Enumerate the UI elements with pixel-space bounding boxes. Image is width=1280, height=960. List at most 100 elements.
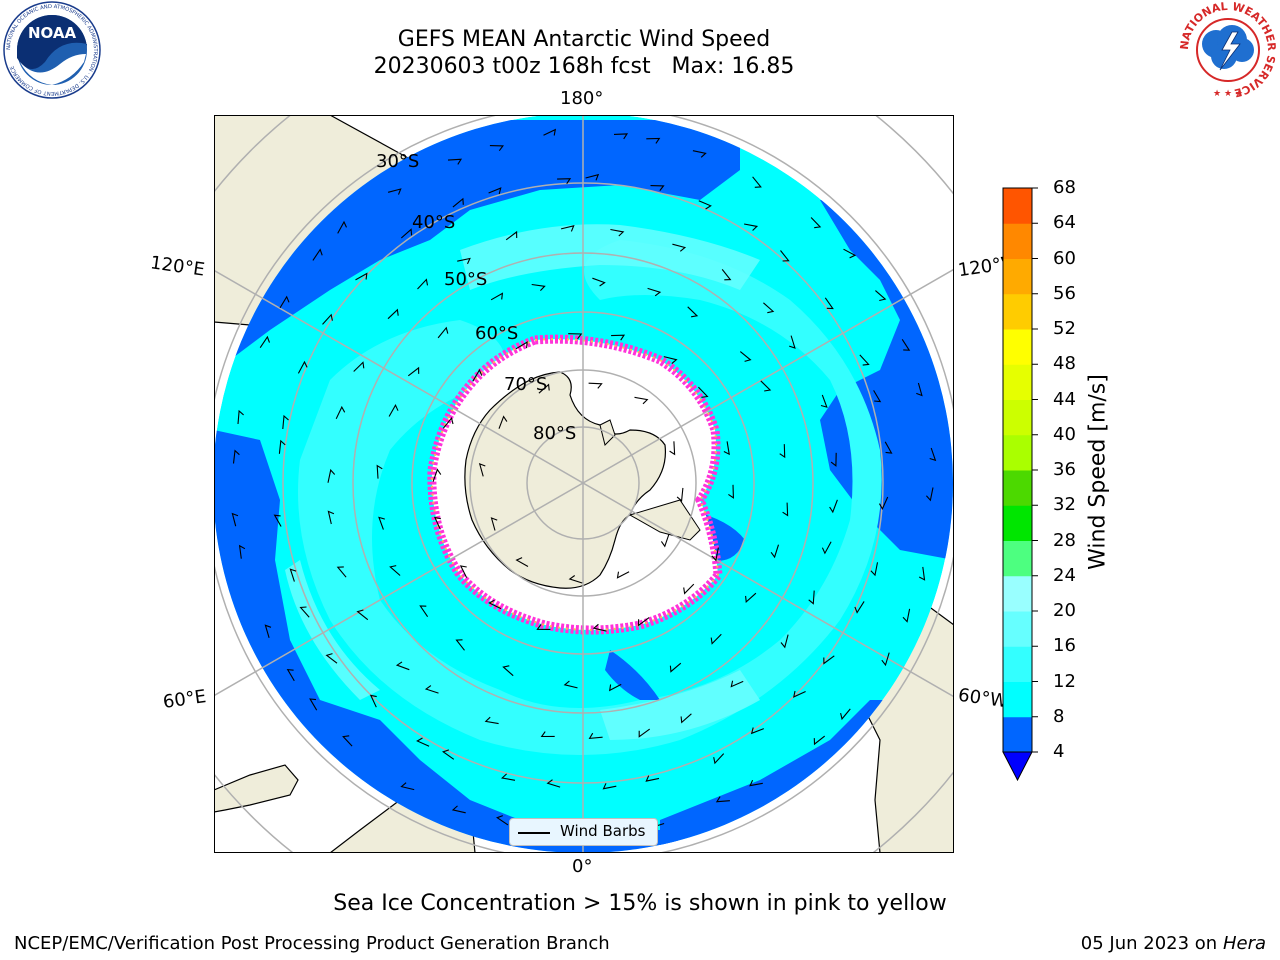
colorbar-segment [1003, 293, 1032, 330]
colorbar-tick-label: 36 [1053, 459, 1076, 480]
wind-barb [543, 128, 557, 136]
wind-barb-legend-line [518, 832, 550, 834]
colorbar-segment [1003, 399, 1032, 436]
wind-barb [424, 685, 439, 694]
wind-barb [713, 753, 725, 765]
legend-label: Wind Barbs [560, 822, 646, 840]
wind-barb [743, 223, 759, 231]
wind-barb [647, 287, 662, 297]
colorbar-segment [1003, 716, 1032, 753]
colorbar-tick-label: 44 [1053, 388, 1076, 410]
wind-barb [779, 444, 786, 459]
wind-barb [441, 749, 455, 760]
wind-barb [387, 188, 402, 195]
wind-barb [536, 624, 551, 630]
wind-barb [929, 447, 937, 462]
wind-barb [515, 341, 528, 350]
wind-barb [279, 295, 290, 309]
wind-barb [472, 368, 483, 382]
wind-barb [309, 698, 318, 711]
wind-barb [592, 623, 607, 632]
colorbar-tick-label: 64 [1053, 212, 1076, 234]
noaa-logo-text: NOAA [28, 24, 77, 42]
wind-barb [388, 403, 399, 417]
wind-barb [676, 487, 684, 502]
wind-barb [312, 248, 323, 261]
wind-barb [711, 547, 719, 562]
colorbar-tick-label: 68 [1053, 177, 1076, 198]
colorbar-segment [1003, 223, 1032, 259]
footer-date-text: 05 Jun 2023 on [1080, 933, 1218, 954]
wind-barb [710, 633, 722, 645]
wind-barb [546, 779, 561, 788]
footer-credit: NCEP/EMC/Verification Post Processing Pr… [14, 933, 610, 954]
wind-barb [730, 680, 744, 688]
wind-barb [568, 575, 583, 584]
wind-barb [592, 277, 606, 287]
wind-barb [457, 257, 471, 265]
wind-barb [356, 609, 369, 621]
colorbar-tick-label: 60 [1053, 247, 1076, 269]
wind-barb [824, 297, 834, 310]
wind-barb [808, 590, 815, 605]
wind-barb [830, 452, 837, 467]
colorbar [1002, 187, 1038, 782]
wind-barb [557, 178, 572, 185]
wind-barb [387, 308, 399, 320]
wind-barb [231, 512, 239, 527]
colorbar-tick-label: 8 [1053, 705, 1065, 727]
wind-barb [484, 716, 499, 725]
lat-label-50s: 50°S [444, 269, 488, 290]
wind-barb [638, 617, 650, 627]
wind-barb [376, 464, 383, 479]
wind-barb [859, 354, 870, 366]
wind-barb [237, 409, 244, 425]
colorbar-tick-label: 16 [1053, 635, 1076, 657]
wind-barb [672, 243, 687, 252]
colorbar-segment [1003, 575, 1032, 612]
wind-barb [264, 624, 272, 638]
wind-barb [611, 334, 626, 341]
wind-barb [820, 394, 828, 408]
wind-barb [687, 306, 699, 318]
wind-barb [723, 441, 730, 456]
wind-barb [451, 805, 466, 814]
wind-barb [490, 292, 504, 301]
colorbar-segment [1003, 188, 1032, 224]
wind-barb [496, 815, 509, 826]
wind-barb [821, 541, 832, 555]
wind-barb [389, 565, 401, 576]
wind-barb [563, 680, 578, 689]
colorbar-title: Wind Speed [m/s] [1085, 374, 1111, 570]
wind-barb [728, 484, 734, 499]
wind-barb [749, 779, 763, 787]
wind-barb [660, 533, 670, 548]
star-icon: ★ ★ ★ [1213, 89, 1243, 99]
wind-barb [278, 439, 286, 454]
wind-barb [698, 386, 709, 398]
wind-barbs [231, 128, 937, 835]
wind-barb [669, 662, 682, 673]
wind-barb [870, 562, 879, 577]
colorbar-segment [1003, 329, 1032, 365]
wind-barb [327, 510, 335, 525]
colorbar-segment [1003, 540, 1032, 577]
wind-barb [335, 405, 346, 420]
wind-barb [613, 133, 629, 140]
wind-barb [447, 158, 463, 165]
colorbar-tick-label: 32 [1053, 494, 1076, 516]
wind-barb [692, 150, 707, 158]
wind-barb [715, 796, 730, 803]
wind-barb [490, 517, 498, 531]
map-legend: Wind Barbs [509, 818, 658, 846]
wind-barb [259, 335, 271, 349]
wind-barb [433, 516, 441, 530]
colorbar-segment [1003, 681, 1032, 718]
wind-barb [840, 708, 851, 721]
colorbar-tick-label: 56 [1053, 282, 1076, 304]
wind-barb [638, 728, 651, 738]
wind-barb [437, 326, 449, 339]
wind-barb [780, 634, 789, 649]
wind-barb [282, 414, 289, 430]
